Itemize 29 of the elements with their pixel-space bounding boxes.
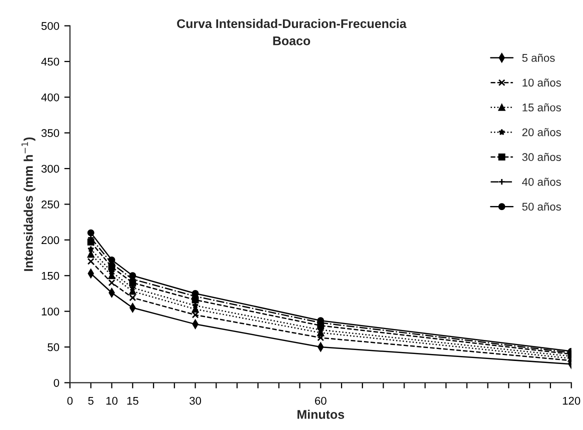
- x-axis-title: Minutos: [298, 410, 344, 419]
- x-tick-label: 120: [562, 396, 580, 405]
- x-tick-label: 30: [190, 396, 202, 405]
- y-tick-label: 150: [42, 272, 60, 280]
- x-tick-label: 60: [315, 396, 326, 405]
- y-tick-label: 200: [42, 236, 60, 244]
- y-tick-label: 500: [41, 22, 60, 30]
- x-tick-label: 10: [106, 396, 118, 405]
- y-tick-label: 450: [41, 58, 60, 66]
- x-tick-label: 15: [127, 396, 138, 405]
- y-axis-title: Intensidades (mm h$^{−1}$): [22, 137, 36, 271]
- y-tick-label: 50: [48, 343, 60, 352]
- y-tick-label: 300: [41, 164, 60, 173]
- legend-label: 5 años: [522, 54, 555, 62]
- y-tick-label: 400: [41, 93, 60, 102]
- legend-label: 15 años: [522, 103, 561, 112]
- x-tick-label: 0: [67, 396, 73, 405]
- legend-label: 30 años: [522, 152, 561, 162]
- legend-label: 10 años: [522, 78, 561, 87]
- legend-label: 20 años: [522, 128, 561, 136]
- y-tick-label: 0: [54, 378, 60, 387]
- y-tick-label: 350: [41, 129, 60, 138]
- y-tick-label: 250: [42, 200, 60, 208]
- text: Boaco: [273, 36, 310, 46]
- y-tick-label: 100: [42, 308, 60, 316]
- legend-label: 40 años: [522, 178, 561, 186]
- chart-title: Curva Intensidad-Duracion-Frecuencia: [177, 18, 407, 28]
- x-tick-label: 5: [88, 396, 94, 405]
- legend-label: 50 años: [522, 202, 561, 211]
